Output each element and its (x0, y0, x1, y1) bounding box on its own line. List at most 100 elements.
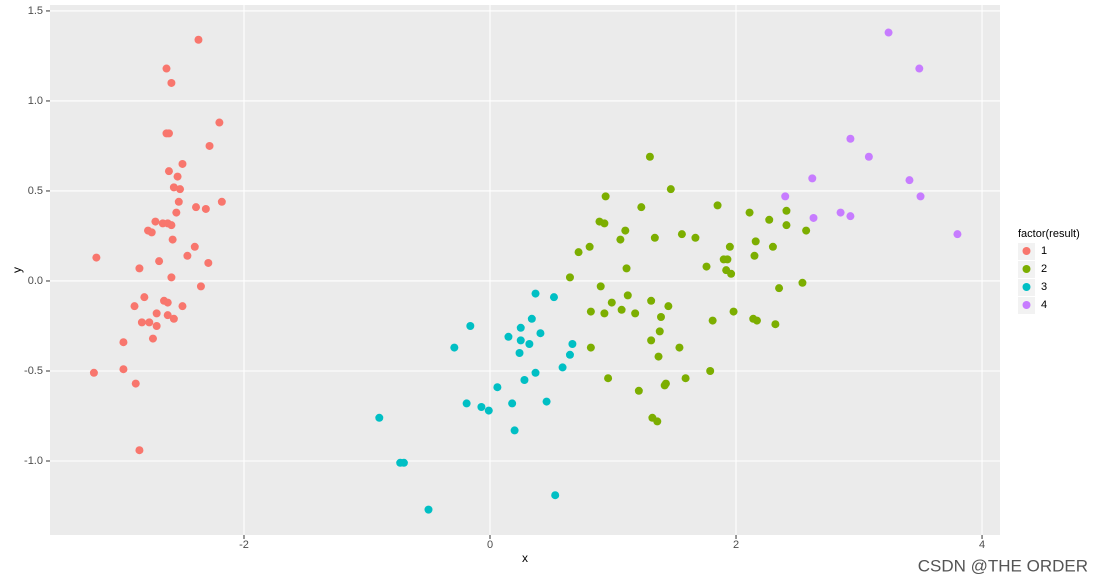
point (135, 446, 144, 455)
point (549, 293, 558, 302)
point (375, 413, 384, 422)
point (204, 258, 213, 267)
point (600, 309, 609, 318)
point (681, 374, 690, 383)
point (634, 386, 643, 395)
point (781, 192, 790, 201)
point (565, 350, 574, 359)
point (424, 505, 433, 514)
legend-marker (1022, 265, 1031, 273)
point (675, 343, 684, 352)
point (510, 426, 519, 435)
point (531, 289, 540, 298)
point (169, 183, 178, 192)
point (145, 318, 154, 327)
point (399, 458, 408, 467)
point (205, 141, 214, 150)
point (493, 383, 502, 392)
point (172, 208, 181, 217)
point (775, 284, 784, 293)
point (752, 316, 761, 325)
legend-marker (1022, 283, 1031, 291)
point (167, 78, 176, 87)
point (765, 215, 774, 224)
legend-label: 4 (1041, 299, 1047, 311)
point (119, 365, 128, 374)
point (462, 399, 471, 408)
point (176, 185, 185, 194)
point (647, 296, 656, 305)
point (631, 309, 640, 318)
point (515, 348, 524, 357)
point (168, 235, 177, 244)
legend-marker (1022, 301, 1031, 309)
watermark: CSDN @THE ORDER (918, 556, 1088, 575)
point (655, 327, 664, 336)
point (713, 201, 722, 210)
point (616, 235, 625, 244)
point (119, 338, 128, 347)
plot-panel (50, 5, 1000, 535)
point (677, 230, 686, 239)
point (130, 302, 139, 311)
point (196, 282, 205, 291)
point (466, 321, 475, 330)
point (568, 339, 577, 348)
point (691, 233, 700, 242)
point (836, 208, 845, 217)
y-axis-title: y (10, 267, 24, 273)
point (656, 312, 665, 321)
point (782, 206, 791, 215)
point (151, 217, 160, 226)
point (525, 339, 534, 348)
point (708, 316, 717, 325)
point (183, 251, 192, 260)
point (167, 273, 176, 282)
y-tick-label: 0.0 (28, 275, 43, 287)
point (531, 368, 540, 377)
point (574, 248, 583, 257)
point (148, 334, 157, 343)
point (768, 242, 777, 251)
point (164, 129, 173, 138)
point (621, 226, 630, 235)
legend-title: factor(result) (1018, 228, 1080, 240)
point (516, 336, 525, 345)
point (808, 174, 817, 183)
point (915, 64, 924, 73)
y-tick-label: 0.5 (28, 185, 43, 197)
point (884, 28, 893, 37)
point (596, 282, 605, 291)
point (664, 302, 673, 311)
legend-label: 3 (1041, 281, 1047, 293)
legend-label: 1 (1041, 245, 1047, 257)
y-tick-label: -0.5 (24, 365, 43, 377)
y-tick-label: 1.5 (28, 5, 43, 17)
point (702, 262, 711, 271)
point (542, 397, 551, 406)
point (660, 381, 669, 390)
point (846, 212, 855, 221)
point (169, 314, 178, 323)
point (809, 213, 818, 222)
point (516, 323, 525, 332)
point (477, 403, 486, 412)
point (586, 343, 595, 352)
point (601, 192, 610, 201)
point (953, 230, 962, 239)
point (600, 219, 609, 228)
legend-marker (1022, 247, 1031, 255)
point (725, 242, 734, 251)
point (846, 134, 855, 143)
point (135, 264, 144, 273)
point (140, 293, 149, 302)
point (782, 221, 791, 230)
point (508, 399, 517, 408)
x-axis-title: x (522, 551, 528, 565)
point (217, 197, 226, 206)
point (201, 204, 210, 213)
x-tick-label: 4 (979, 539, 985, 551)
point (558, 363, 567, 372)
point (178, 302, 187, 311)
